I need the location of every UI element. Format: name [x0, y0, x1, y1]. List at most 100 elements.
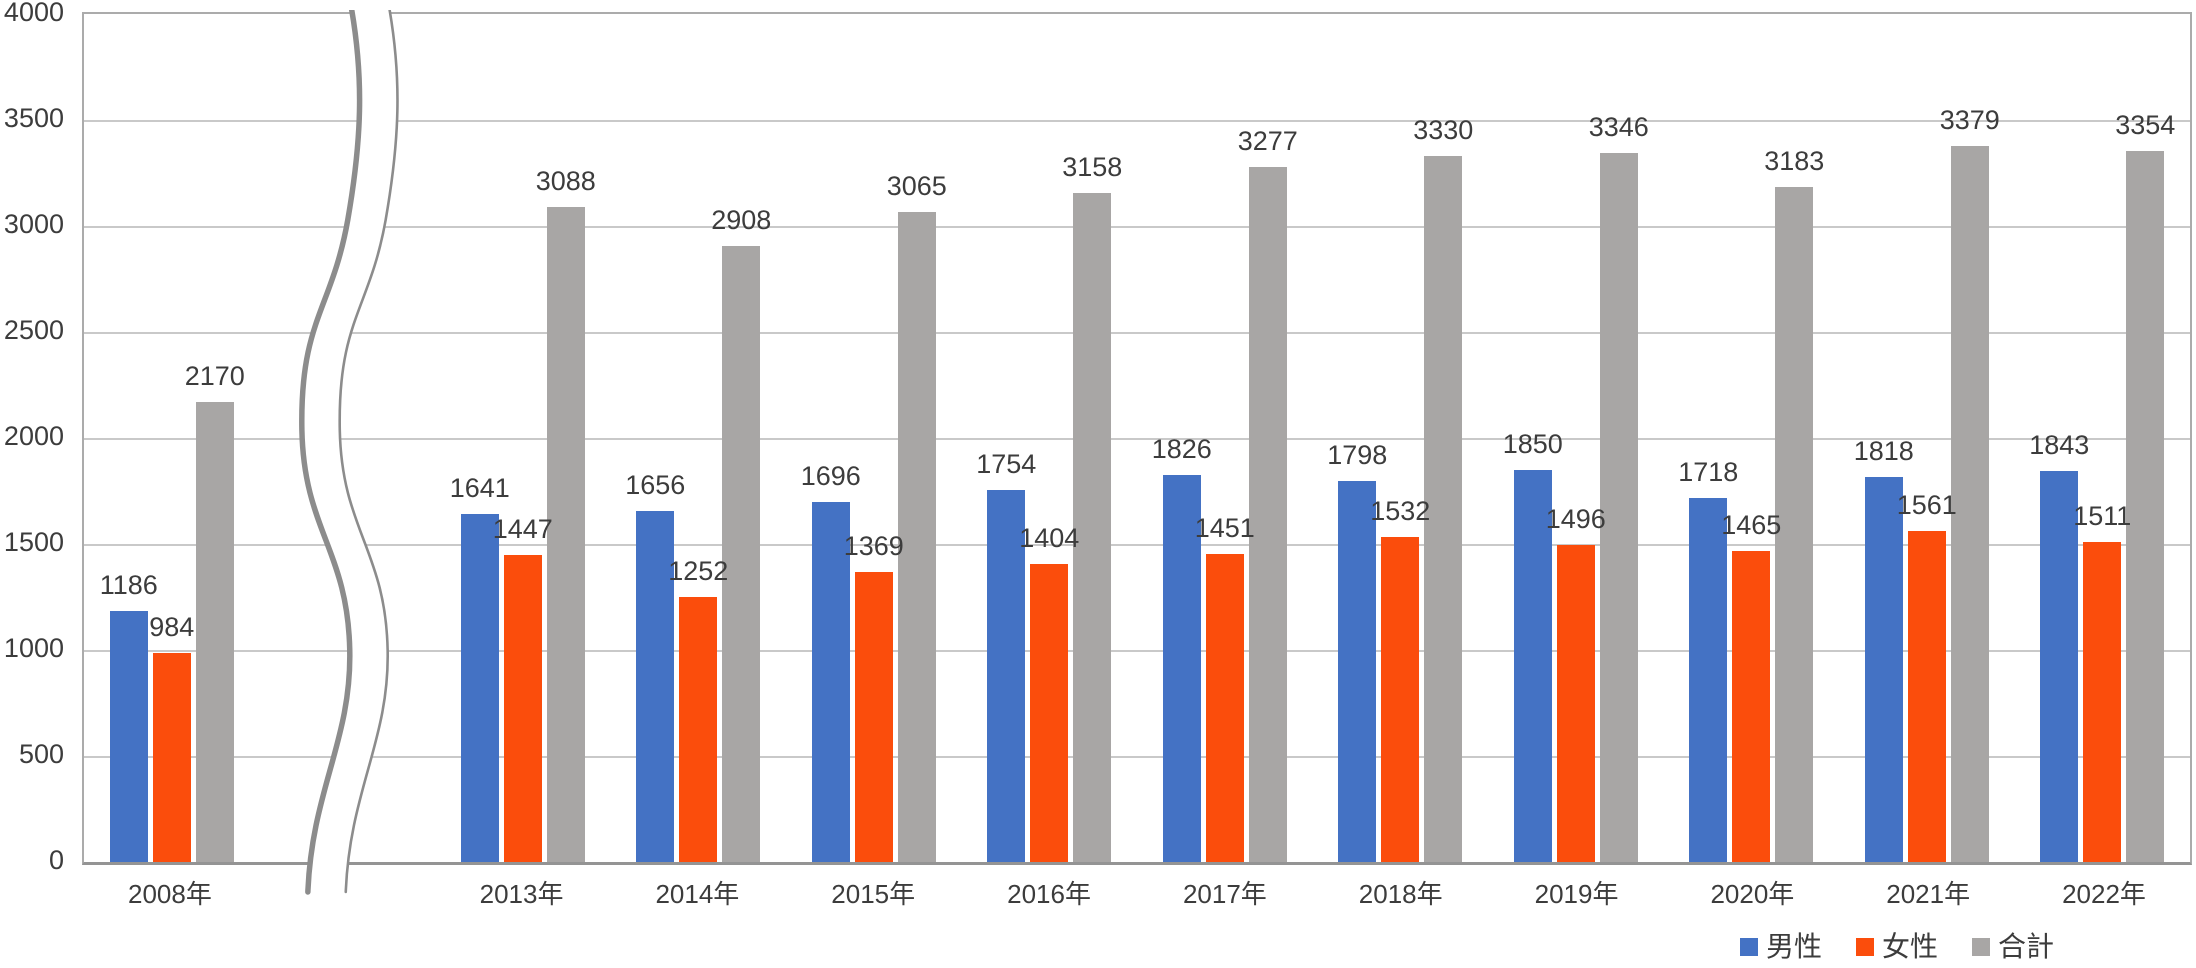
legend-item-男性: 男性	[1739, 930, 1822, 964]
x-axis-slot: 2021年	[1840, 878, 2016, 910]
bar-value-label: 3183	[1764, 146, 1825, 177]
x-axis-slot: 2020年	[1664, 878, 1840, 910]
bar-女性-2015年: 1369	[844, 532, 904, 862]
bar-value-label: 1641	[449, 473, 510, 504]
x-axis-slot: 2017年	[1137, 878, 1313, 910]
x-axis: 2008年 2013年 2014年 2015年 2016年 2017年 2018年 2019年…	[82, 878, 2192, 910]
bar-合計-2008年: 2170	[185, 362, 245, 862]
legend-swatch-icon	[1739, 938, 1758, 956]
bar-合計-2021年: 3379	[1940, 106, 2000, 862]
bar-value-label: 1826	[1151, 433, 1212, 464]
bar-value-label: 1496	[1545, 503, 1606, 534]
y-tick-label: 3500	[3, 103, 64, 133]
legend-label: 男性	[1765, 931, 1822, 962]
bar-value-label: 3354	[2115, 109, 2176, 140]
y-axis: 0 500 1000 1500 2000 2500 3000 3500 4000	[0, 0, 64, 968]
bar-男性-2020年: 1718	[1678, 458, 1738, 862]
grid-line	[84, 120, 2190, 122]
break-ribbon-fill	[301, 10, 397, 892]
bar-value-label: 1404	[1019, 523, 1080, 554]
grid-line	[84, 544, 2190, 546]
legend-swatch-icon	[1971, 938, 1990, 956]
bar-value-label: 1718	[1678, 456, 1739, 487]
y-tick-label: 2000	[3, 421, 64, 451]
bar-合計-2013年: 3088	[536, 168, 596, 862]
x-tick-label: 2021年	[1886, 879, 1971, 909]
bar-group-2021年: 1818 1561 3379	[1839, 14, 2015, 862]
bar-value-label: 1465	[1721, 510, 1782, 541]
bar-男性-2008年: 1186	[100, 571, 158, 862]
y-tick-label: 4000	[3, 0, 64, 27]
x-tick-label: 2013年	[479, 879, 564, 909]
bar-value-label: 1369	[843, 530, 904, 561]
bar-group-2017年: 1826 1451 3277	[1137, 14, 1313, 862]
bar-value-label: 3379	[1939, 104, 2000, 135]
bar-男性-2013年: 1641	[450, 475, 510, 862]
bar-value-label: 1186	[99, 569, 158, 600]
bar-value-label: 1843	[2029, 430, 2090, 461]
legend-label: 女性	[1881, 931, 1938, 962]
x-tick-label: 2019年	[1534, 879, 1619, 909]
grid-line	[84, 650, 2190, 652]
x-axis-slot: 2015年	[785, 878, 961, 910]
bar-女性-2008年: 984	[149, 614, 194, 862]
x-axis-slot: 2016年	[961, 878, 1137, 910]
bar-value-label: 2908	[711, 204, 772, 235]
bar-男性-2015年: 1696	[801, 463, 861, 862]
break-right-line	[337, 10, 399, 894]
bar-group-2018年: 1798 1532 3330	[1313, 14, 1489, 862]
bar-合計-2018年: 3330	[1413, 117, 1473, 862]
y-tick-label: 0	[48, 845, 64, 875]
bar-合計-2014年: 2908	[711, 206, 771, 862]
bar-女性-2019年: 1496	[1546, 505, 1606, 862]
grid-line	[84, 226, 2190, 228]
bar-group-2015年: 1696 1369 3065	[786, 14, 962, 862]
bar-value-label: 1696	[800, 461, 861, 492]
bar-value-label: 1850	[1502, 428, 1563, 459]
bar-value-label: 1818	[1853, 435, 1914, 466]
bar-女性-2021年: 1561	[1897, 492, 1957, 862]
bar-value-label: 1447	[492, 514, 553, 545]
x-tick-label: 2020年	[1710, 879, 1795, 909]
bar-男性-2018年: 1798	[1327, 441, 1387, 862]
bar-value-label: 1656	[625, 469, 686, 500]
bar-value-label: 2170	[184, 360, 245, 391]
bar-男性-2017年: 1826	[1152, 435, 1212, 862]
bar-group-2008年: 1186 984 2170	[84, 14, 260, 862]
bar-value-label: 1252	[668, 555, 729, 586]
bar-男性-2022年: 1843	[2029, 432, 2089, 862]
y-tick-label: 500	[18, 739, 64, 769]
bar-value-label: 3330	[1413, 115, 1474, 146]
bar-group-2019年: 1850 1496 3346	[1488, 14, 1664, 862]
bar-女性-2022年: 1511	[2073, 502, 2131, 862]
bar-合計-2020年: 3183	[1764, 148, 1824, 862]
x-axis-slot: 2013年	[434, 878, 610, 910]
x-tick-label: 2015年	[831, 879, 916, 909]
bar-女性-2013年: 1447	[493, 516, 553, 862]
x-axis-slot: 2008年	[82, 878, 258, 910]
x-axis-slot: 2018年	[1313, 878, 1489, 910]
bar-value-label: 3065	[886, 171, 947, 202]
legend-item-女性: 女性	[1855, 930, 1938, 964]
bar-value-label: 984	[149, 612, 195, 643]
bar-男性-2014年: 1656	[625, 471, 685, 862]
bar-合計-2022年: 3354	[2115, 111, 2175, 862]
x-axis-slot: 2014年	[609, 878, 785, 910]
bar-合計-2016年: 3158	[1062, 153, 1122, 862]
x-axis-slot: 2019年	[1489, 878, 1665, 910]
y-tick-label: 1000	[3, 633, 64, 663]
bar-女性-2018年: 1532	[1370, 498, 1430, 862]
x-tick-label: 2018年	[1358, 879, 1443, 909]
y-tick-label: 2500	[3, 315, 64, 345]
bar-value-label: 1561	[1896, 490, 1957, 521]
bar-value-label: 3158	[1062, 151, 1123, 182]
legend: 男性 女性 合計	[1739, 930, 2054, 964]
x-tick-label: 2014年	[655, 879, 740, 909]
bar-男性-2016年: 1754	[976, 451, 1036, 862]
bar-合計-2015年: 3065	[887, 173, 947, 862]
bar-group-2016年: 1754 1404 3158	[962, 14, 1138, 862]
bar-value-label: 1451	[1194, 513, 1255, 544]
bar-value-label: 1798	[1327, 439, 1388, 470]
bar-value-label: 1511	[2073, 500, 2132, 531]
